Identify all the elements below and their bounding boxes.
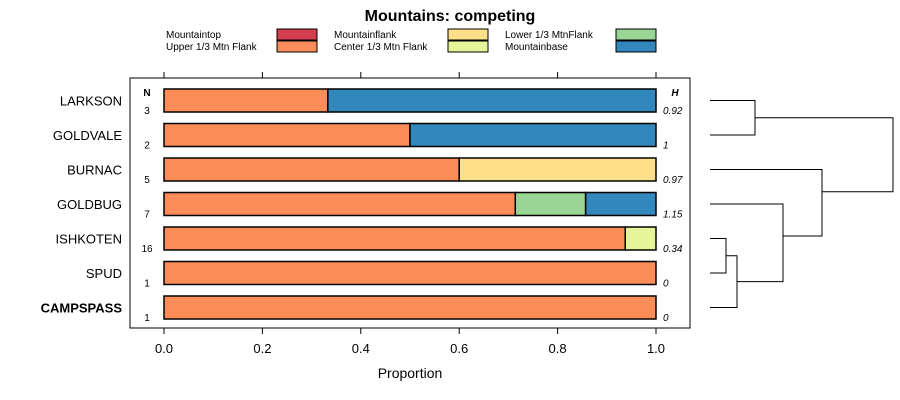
plot-frame xyxy=(129,77,691,329)
bar-segment-ishkoten-upper-1-3-mtn-flank xyxy=(163,226,626,251)
bar-segment-spud-upper-1-3-mtn-flank xyxy=(163,260,657,286)
n-value-spud: 1 xyxy=(144,279,150,290)
legend-label-lower-1-3-mtnflank: Lower 1/3 MtnFlank xyxy=(505,30,594,41)
chart-title: Mountains: competing xyxy=(365,8,536,25)
legend-swatch-mountainbase xyxy=(615,40,657,53)
dendrogram-branch xyxy=(710,100,756,136)
category-label-ishkoten: ISHKOTEN xyxy=(56,232,122,247)
legend-label-mountaintop: Mountaintop xyxy=(166,30,221,41)
bar-segment-ishkoten-center-1-3-mtn-flank xyxy=(624,226,657,251)
bar-segment-goldbug-lower-1-3-mtnflank xyxy=(514,191,587,217)
x-tick-label: 0.0 xyxy=(155,341,173,356)
dendrogram xyxy=(710,100,894,308)
n-value-goldbug: 7 xyxy=(144,210,150,221)
bar-segment-goldvale-mountainbase xyxy=(409,122,657,148)
x-axis: 0.0 0.2 0.4 0.6 0.8 1.0 xyxy=(155,72,665,356)
n-value-larkson: 3 xyxy=(144,106,150,117)
x-axis-label: Proportion xyxy=(378,365,443,381)
n-column-header: N xyxy=(143,88,150,99)
bar-segment-burnac-upper-1-3-mtn-flank xyxy=(163,157,460,182)
h-value-burnac: 0.97 xyxy=(663,175,683,186)
n-value-goldvale: 2 xyxy=(144,141,150,152)
x-tick-label: 0.4 xyxy=(352,341,370,356)
dendrogram-branch xyxy=(755,117,894,193)
x-tick-label: 0.2 xyxy=(253,341,271,356)
h-value-spud: 0 xyxy=(663,279,669,290)
h-value-goldvale: 1 xyxy=(663,141,669,152)
dendrogram-branch xyxy=(710,203,784,283)
n-value-campspass: 1 xyxy=(144,313,150,324)
bar-segment-goldbug-upper-1-3-mtn-flank xyxy=(163,191,517,217)
category-label-goldbug: GOLDBUG xyxy=(57,197,122,212)
h-value-larkson: 0.92 xyxy=(663,106,683,117)
dendrogram-branch xyxy=(710,169,823,237)
legend-label-center-1-3-mtn-flank: Center 1/3 Mtn Flank xyxy=(334,42,428,53)
n-value-ishkoten: 16 xyxy=(141,244,153,255)
bar-segment-larkson-mountainbase xyxy=(327,88,657,113)
category-label-larkson: LARKSON xyxy=(60,94,122,109)
bar-segment-burnac-mountainflank xyxy=(458,157,657,182)
legend-swatch-lower-1-3-mtnflank xyxy=(615,28,657,41)
h-value-ishkoten: 0.34 xyxy=(663,244,683,255)
category-label-burnac: BURNAC xyxy=(67,163,122,178)
legend-swatch-mountaintop xyxy=(276,28,318,41)
legend-swatch-upper-1-3-mtn-flank xyxy=(276,40,318,53)
x-tick-label: 0.6 xyxy=(450,341,468,356)
h-value-goldbug: 1.15 xyxy=(663,210,683,221)
bar-segment-goldvale-upper-1-3-mtn-flank xyxy=(163,122,411,148)
x-tick-label: 1.0 xyxy=(647,341,665,356)
legend-label-mountainbase: Mountainbase xyxy=(505,42,568,53)
legend-swatch-center-1-3-mtn-flank xyxy=(447,40,489,53)
dendrogram-branch xyxy=(710,238,727,274)
x-tick-label: 0.8 xyxy=(549,341,567,356)
category-label-campspass: CAMPSPASS xyxy=(41,301,123,316)
bar-segment-campspass-upper-1-3-mtn-flank xyxy=(163,295,657,320)
category-label-spud: SPUD xyxy=(86,266,122,281)
legend-label-upper-1-3-mtn-flank: Upper 1/3 Mtn Flank xyxy=(166,42,258,53)
bar-segment-larkson-upper-1-3-mtn-flank xyxy=(163,88,329,113)
legend-label-mountainflank: Mountainflank xyxy=(334,30,397,41)
bars-group: LARKSON 3 0.92 GOLDVALE 2 1 BURNAC 5 0.97 GOLDBUG… xyxy=(41,88,683,324)
bar-segment-goldbug-mountainbase xyxy=(584,191,657,217)
category-label-goldvale: GOLDVALE xyxy=(53,128,122,143)
n-value-burnac: 5 xyxy=(144,175,150,186)
dendrogram-branch xyxy=(710,255,738,308)
legend-swatch-mountainflank xyxy=(447,28,489,41)
h-column-header: H xyxy=(671,88,679,99)
h-value-campspass: 0 xyxy=(663,313,669,324)
